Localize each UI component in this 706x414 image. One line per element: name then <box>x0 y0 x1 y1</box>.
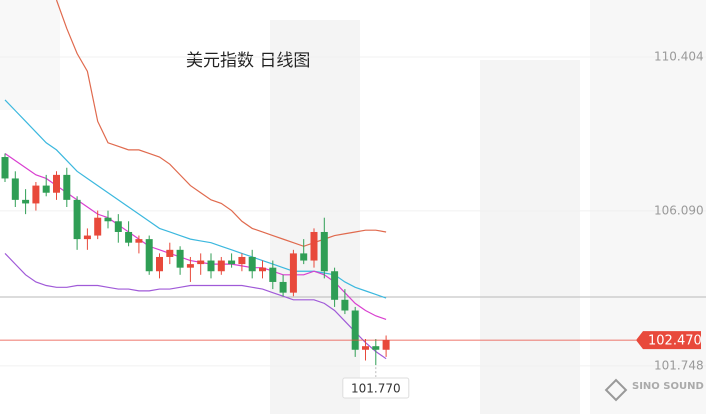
candle-body <box>83 235 91 240</box>
candle-body <box>300 253 308 261</box>
y-tick-label: 101.748 <box>654 358 704 372</box>
candle-body <box>42 185 50 193</box>
candle-body <box>248 256 256 272</box>
candle-body <box>207 260 215 272</box>
candle-body <box>217 260 225 272</box>
low-marker-label: 101.770 <box>351 382 401 396</box>
candle-body <box>228 260 236 265</box>
candle-body <box>104 217 112 222</box>
candle-body <box>351 310 359 350</box>
candle-body <box>320 231 328 272</box>
candle-body <box>32 185 40 204</box>
watermark: SINO SOUND <box>632 381 704 392</box>
chart-title: 美元指数 日线图 <box>186 51 310 71</box>
candle-body <box>166 249 174 257</box>
low-marker-box <box>342 377 410 399</box>
y-tick-label: 106.090 <box>654 203 704 217</box>
watermark-icon <box>604 378 628 402</box>
indicator-line <box>4 252 387 360</box>
candle-body <box>63 174 71 200</box>
candle-body <box>362 346 369 350</box>
y-tick-label: 110.404 <box>654 49 704 63</box>
candle-body <box>197 260 205 265</box>
candle-body <box>135 239 143 243</box>
indicator-line <box>4 99 387 299</box>
candle-body <box>382 340 390 350</box>
candle-body <box>1 157 9 179</box>
candle-body <box>22 199 30 204</box>
candle-body <box>289 253 297 293</box>
candle-body <box>186 264 194 268</box>
candle-body <box>114 221 122 232</box>
candle-body <box>372 346 380 350</box>
candle-body <box>125 231 133 243</box>
candle-body <box>269 267 277 282</box>
candle-body <box>73 199 81 240</box>
last-price-box <box>636 331 701 350</box>
last-price-label: 102.470 <box>648 334 702 349</box>
candle-body <box>341 299 349 311</box>
candle-body <box>145 239 153 272</box>
indicator-line <box>55 0 387 247</box>
candle-body <box>238 256 246 265</box>
candle-body <box>279 281 287 293</box>
candle-body <box>259 267 266 272</box>
candle-body <box>11 178 19 200</box>
candle-body <box>176 249 184 268</box>
candle-body <box>310 231 318 261</box>
candle-body <box>94 217 102 236</box>
candle-body <box>156 256 163 272</box>
candle-body <box>53 174 60 193</box>
candle-body <box>331 271 339 300</box>
